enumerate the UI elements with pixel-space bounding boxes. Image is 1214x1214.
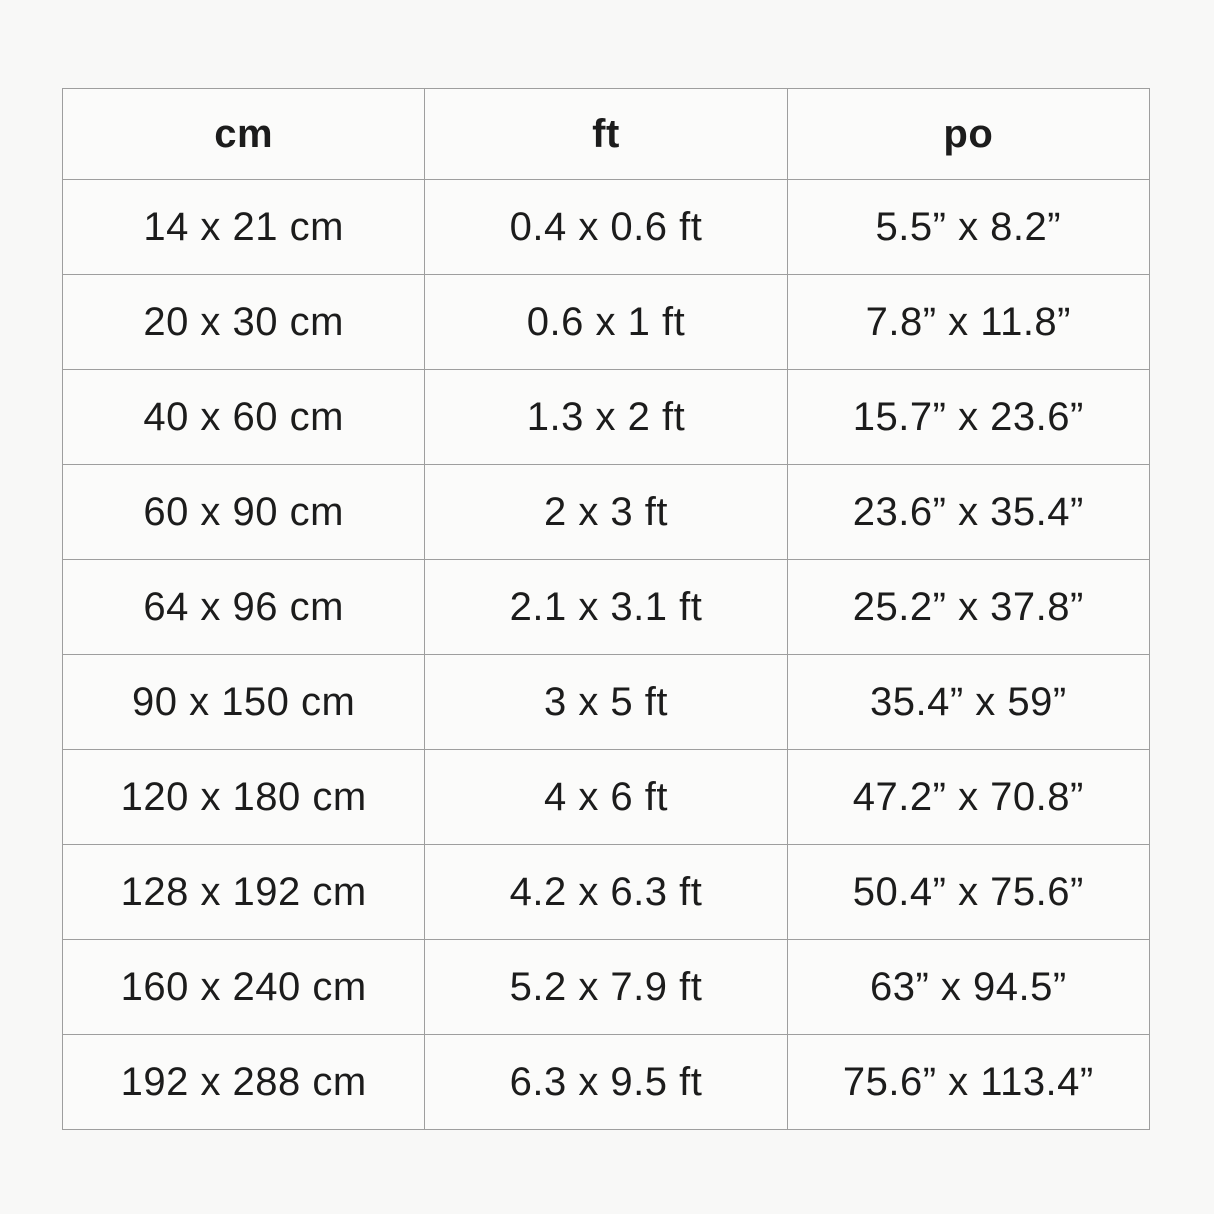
cell-cm: 14 x 21 cm (61, 179, 426, 275)
table-row: 160 x 240 cm 5.2 x 7.9 ft 63” x 94.5” (61, 939, 1151, 1035)
cell-cm: 90 x 150 cm (61, 654, 426, 750)
cell-cm: 160 x 240 cm (61, 939, 426, 1035)
column-header-po: po (786, 88, 1151, 180)
cell-po: 25.2” x 37.8” (786, 559, 1151, 655)
cell-po: 7.8” x 11.8” (786, 274, 1151, 370)
header-row: cm ft po (61, 88, 1151, 180)
cell-po: 35.4” x 59” (786, 654, 1151, 750)
cell-po: 75.6” x 113.4” (786, 1034, 1151, 1130)
column-header-ft: ft (424, 88, 788, 180)
table-row: 128 x 192 cm 4.2 x 6.3 ft 50.4” x 75.6” (61, 844, 1151, 940)
cell-po: 15.7” x 23.6” (786, 369, 1151, 465)
table-row: 60 x 90 cm 2 x 3 ft 23.6” x 35.4” (61, 464, 1151, 560)
table-row: 120 x 180 cm 4 x 6 ft 47.2” x 70.8” (61, 749, 1151, 845)
cell-ft: 3 x 5 ft (424, 654, 788, 750)
cell-cm: 60 x 90 cm (61, 464, 426, 560)
table-row: 40 x 60 cm 1.3 x 2 ft 15.7” x 23.6” (61, 369, 1151, 465)
cell-ft: 4 x 6 ft (424, 749, 788, 845)
cell-ft: 0.4 x 0.6 ft (424, 179, 788, 275)
cell-po: 47.2” x 70.8” (786, 749, 1151, 845)
cell-ft: 5.2 x 7.9 ft (424, 939, 788, 1035)
cell-po: 23.6” x 35.4” (786, 464, 1151, 560)
cell-ft: 6.3 x 9.5 ft (424, 1034, 788, 1130)
cell-ft: 2 x 3 ft (424, 464, 788, 560)
cell-ft: 0.6 x 1 ft (424, 274, 788, 370)
cell-po: 5.5” x 8.2” (786, 179, 1151, 275)
cell-cm: 128 x 192 cm (61, 844, 426, 940)
cell-ft: 2.1 x 3.1 ft (424, 559, 788, 655)
column-header-cm: cm (61, 88, 426, 180)
cell-ft: 1.3 x 2 ft (424, 369, 788, 465)
table-row: 14 x 21 cm 0.4 x 0.6 ft 5.5” x 8.2” (61, 179, 1151, 275)
cell-cm: 120 x 180 cm (61, 749, 426, 845)
cell-cm: 40 x 60 cm (61, 369, 426, 465)
table-row: 20 x 30 cm 0.6 x 1 ft 7.8” x 11.8” (61, 274, 1151, 370)
cell-po: 50.4” x 75.6” (786, 844, 1151, 940)
cell-ft: 4.2 x 6.3 ft (424, 844, 788, 940)
size-conversion-table: cm ft po 14 x 21 cm 0.4 x 0.6 ft 5.5” x … (61, 88, 1151, 1130)
table-row: 90 x 150 cm 3 x 5 ft 35.4” x 59” (61, 654, 1151, 750)
table-row: 192 x 288 cm 6.3 x 9.5 ft 75.6” x 113.4” (61, 1034, 1151, 1130)
cell-po: 63” x 94.5” (786, 939, 1151, 1035)
cell-cm: 64 x 96 cm (61, 559, 426, 655)
cell-cm: 20 x 30 cm (61, 274, 426, 370)
cell-cm: 192 x 288 cm (61, 1034, 426, 1130)
table-row: 64 x 96 cm 2.1 x 3.1 ft 25.2” x 37.8” (61, 559, 1151, 655)
